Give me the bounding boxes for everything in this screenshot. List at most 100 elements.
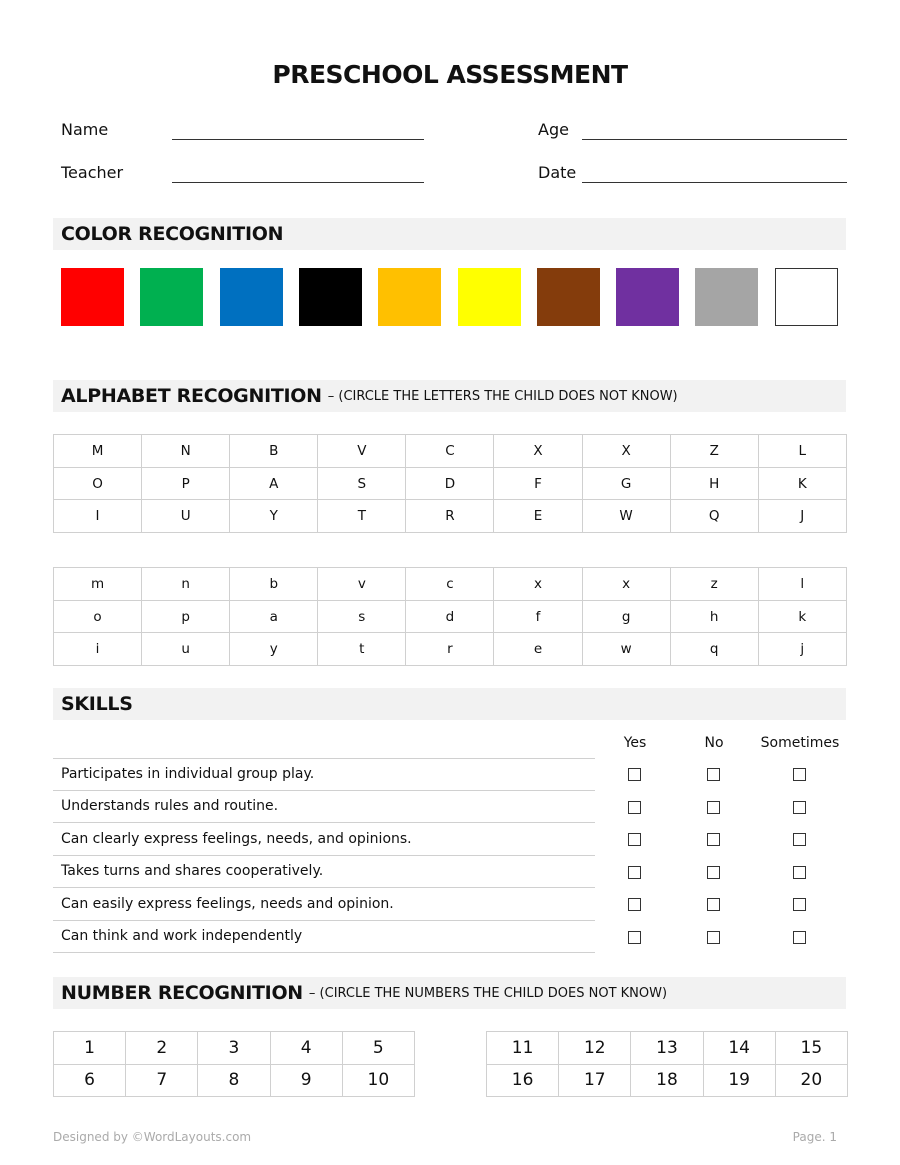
table-cell[interactable]: d [405,599,495,634]
no-checkbox[interactable] [707,800,720,814]
table-cell[interactable]: 3 [197,1031,271,1065]
table-cell[interactable]: K [757,466,847,501]
table-cell[interactable]: 7 [125,1063,199,1097]
table-cell[interactable]: 13 [630,1031,704,1065]
color-swatch[interactable] [378,268,442,326]
color-swatch[interactable] [61,268,124,326]
table-cell[interactable]: v [317,567,407,601]
table-cell[interactable]: h [669,599,759,634]
table-cell[interactable]: O [52,466,143,501]
no-checkbox[interactable] [707,898,720,911]
table-cell[interactable]: 1 [52,1031,127,1065]
table-cell[interactable]: S [317,466,407,501]
table-cell[interactable]: f [493,599,583,634]
table-cell[interactable]: M [52,434,143,468]
table-cell[interactable]: 20 [774,1063,848,1097]
table-cell[interactable]: T [317,499,407,534]
yes-checkbox[interactable] [628,930,641,944]
table-cell[interactable]: j [757,632,847,667]
color-swatch[interactable] [695,268,759,326]
table-cell[interactable]: b [229,567,319,601]
sometimes-checkbox[interactable] [793,930,806,944]
sometimes-checkbox[interactable] [793,800,806,814]
table-cell[interactable]: U [141,499,231,534]
table-cell[interactable]: i [52,632,143,667]
no-checkbox[interactable] [707,768,720,781]
no-checkbox[interactable] [707,865,720,879]
table-cell[interactable]: I [52,499,143,534]
color-swatch[interactable] [457,268,521,326]
table-cell[interactable]: 9 [269,1063,343,1097]
table-cell[interactable]: F [493,466,583,501]
table-cell[interactable]: A [229,466,319,501]
table-cell[interactable]: 18 [630,1063,704,1097]
table-cell[interactable]: e [493,632,583,667]
table-cell[interactable]: W [581,499,671,534]
table-cell[interactable]: Z [669,434,759,468]
color-swatch[interactable] [536,268,600,326]
teacher-field[interactable] [172,182,424,183]
table-cell[interactable]: 14 [702,1031,776,1065]
table-cell[interactable]: B [229,434,319,468]
table-cell[interactable]: a [229,599,319,634]
color-swatch[interactable] [774,268,838,326]
table-cell[interactable]: E [493,499,583,534]
table-cell[interactable]: m [52,567,143,601]
color-swatch[interactable] [616,268,680,326]
table-cell[interactable]: g [581,599,671,634]
table-cell[interactable]: V [317,434,407,468]
age-field[interactable] [582,139,847,140]
table-cell[interactable]: p [141,599,231,634]
table-cell[interactable]: u [141,632,231,667]
table-cell[interactable]: X [581,434,671,468]
table-cell[interactable]: 2 [125,1031,199,1065]
table-cell[interactable]: Q [669,499,759,534]
sometimes-checkbox[interactable] [793,898,806,911]
table-cell[interactable]: x [581,567,671,601]
table-cell[interactable]: 15 [774,1031,848,1065]
table-cell[interactable]: R [405,499,495,534]
yes-checkbox[interactable] [628,768,641,781]
yes-checkbox[interactable] [628,833,641,846]
table-cell[interactable]: J [757,499,847,534]
table-cell[interactable]: 19 [702,1063,776,1097]
table-cell[interactable]: C [405,434,495,468]
table-cell[interactable]: X [493,434,583,468]
no-checkbox[interactable] [707,833,720,846]
table-cell[interactable]: 5 [341,1031,415,1065]
yes-checkbox[interactable] [628,865,641,879]
table-cell[interactable]: 16 [485,1063,560,1097]
table-cell[interactable]: 4 [269,1031,343,1065]
table-cell[interactable]: l [757,567,847,601]
sometimes-checkbox[interactable] [793,833,806,846]
color-swatch[interactable] [219,268,283,326]
table-cell[interactable]: N [141,434,231,468]
table-cell[interactable]: 10 [341,1063,415,1097]
sometimes-checkbox[interactable] [793,768,806,781]
table-cell[interactable]: y [229,632,319,667]
table-cell[interactable]: D [405,466,495,501]
table-cell[interactable]: H [669,466,759,501]
table-cell[interactable]: r [405,632,495,667]
table-cell[interactable]: 11 [485,1031,560,1065]
table-cell[interactable]: o [52,599,143,634]
color-swatch[interactable] [298,268,362,326]
table-cell[interactable]: t [317,632,407,667]
sometimes-checkbox[interactable] [793,865,806,879]
table-cell[interactable]: P [141,466,231,501]
table-cell[interactable]: L [757,434,847,468]
table-cell[interactable]: n [141,567,231,601]
table-cell[interactable]: Y [229,499,319,534]
table-cell[interactable]: s [317,599,407,634]
table-cell[interactable]: G [581,466,671,501]
table-cell[interactable]: 6 [52,1063,127,1097]
table-cell[interactable]: 12 [558,1031,632,1065]
table-cell[interactable]: 8 [197,1063,271,1097]
table-cell[interactable]: x [493,567,583,601]
table-cell[interactable]: k [757,599,847,634]
name-field[interactable] [172,139,424,140]
table-cell[interactable]: w [581,632,671,667]
date-field[interactable] [582,182,847,183]
no-checkbox[interactable] [707,930,720,944]
table-cell[interactable]: 17 [558,1063,632,1097]
